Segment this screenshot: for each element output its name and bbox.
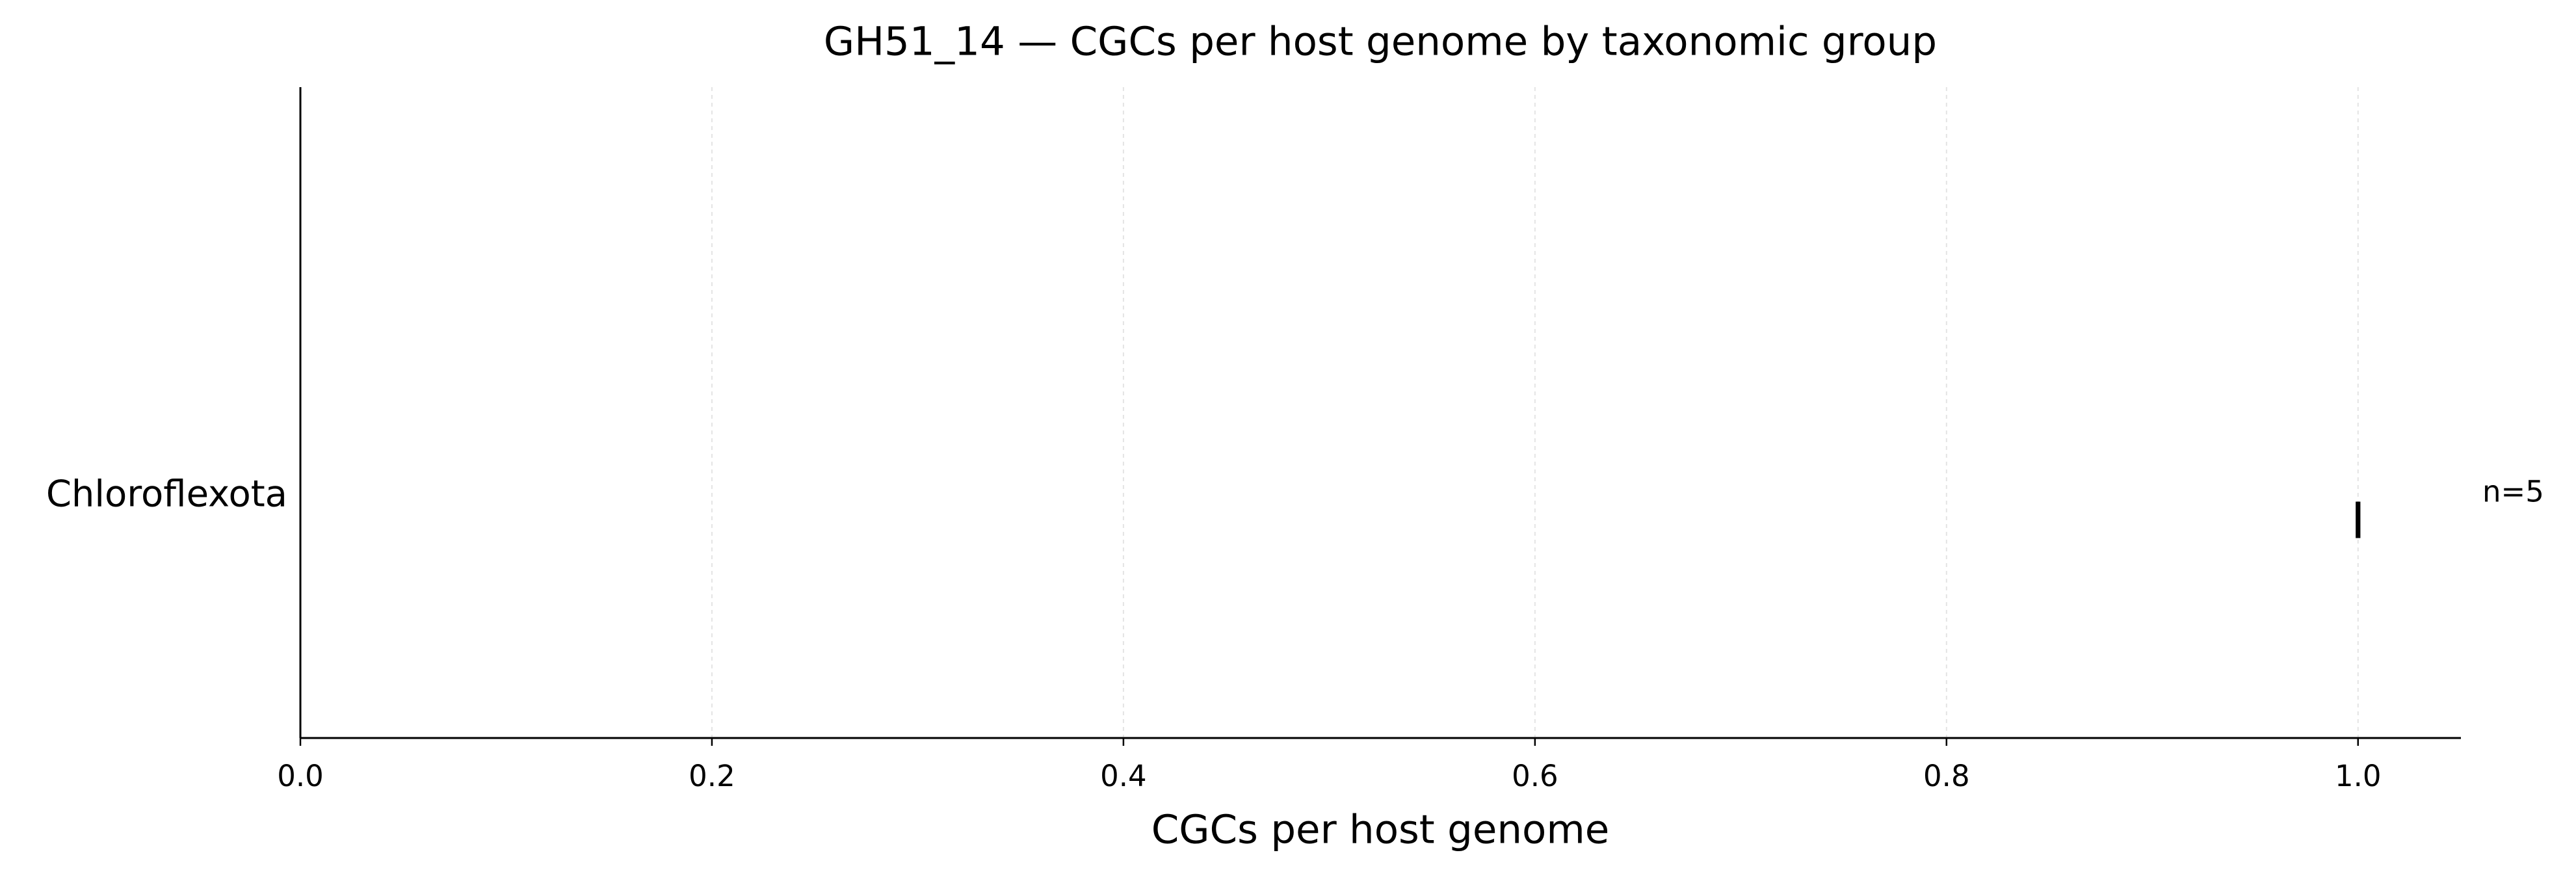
x-tick-label: 0.6 [1512, 759, 1558, 793]
annotation: n=5 [2482, 475, 2544, 509]
x-tick-label: 1.0 [2335, 759, 2382, 793]
x-tick-label: 0.8 [1923, 759, 1970, 793]
x-tick-label: 0.2 [689, 759, 735, 793]
x-tick-label: 0.4 [1100, 759, 1147, 793]
chart-title: GH51_14 — CGCs per host genome by taxono… [824, 19, 1937, 65]
y-tick-label: Chloroflexota [46, 473, 287, 516]
x-tick-label: 0.0 [277, 759, 324, 793]
x-axis-label: CGCs per host genome [1151, 807, 1610, 853]
